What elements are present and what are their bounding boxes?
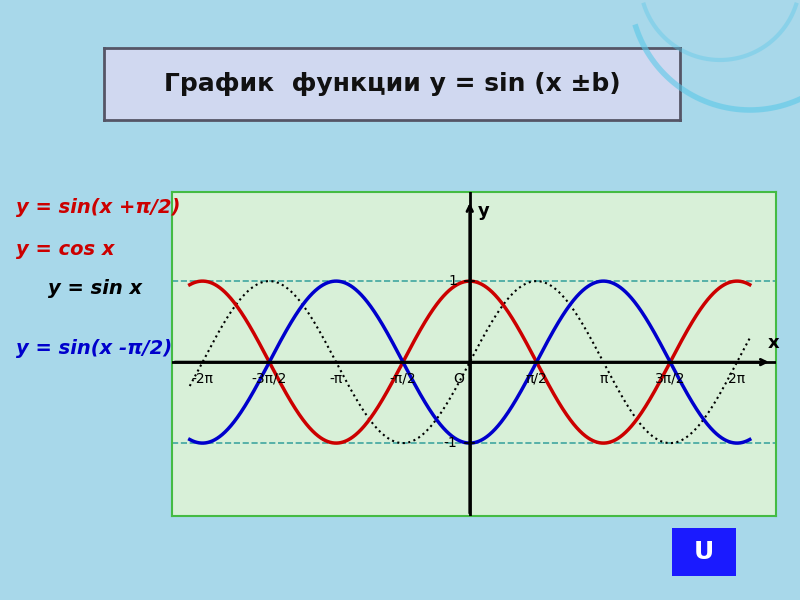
Text: U: U: [694, 540, 714, 564]
Text: График  функции y = sin (x ±b): График функции y = sin (x ±b): [164, 72, 620, 96]
Text: x: x: [768, 334, 780, 352]
Text: -2π: -2π: [191, 372, 214, 386]
Text: O: O: [454, 372, 465, 386]
Text: y = sin(x -π/2): y = sin(x -π/2): [16, 339, 172, 358]
Text: y: y: [478, 202, 489, 220]
Text: -3π/2: -3π/2: [252, 372, 287, 386]
Text: 3π/2: 3π/2: [655, 372, 686, 386]
Text: y = sin x: y = sin x: [48, 279, 142, 298]
Text: -π/2: -π/2: [390, 372, 416, 386]
Text: y = sin(x +π/2): y = sin(x +π/2): [16, 198, 180, 217]
Text: -π: -π: [330, 372, 342, 386]
Text: π/2: π/2: [526, 372, 547, 386]
Text: y = cos x: y = cos x: [16, 240, 114, 259]
Text: 2π: 2π: [729, 372, 746, 386]
Text: -1: -1: [443, 436, 457, 450]
Text: 1: 1: [448, 274, 457, 288]
Text: π: π: [599, 372, 607, 386]
